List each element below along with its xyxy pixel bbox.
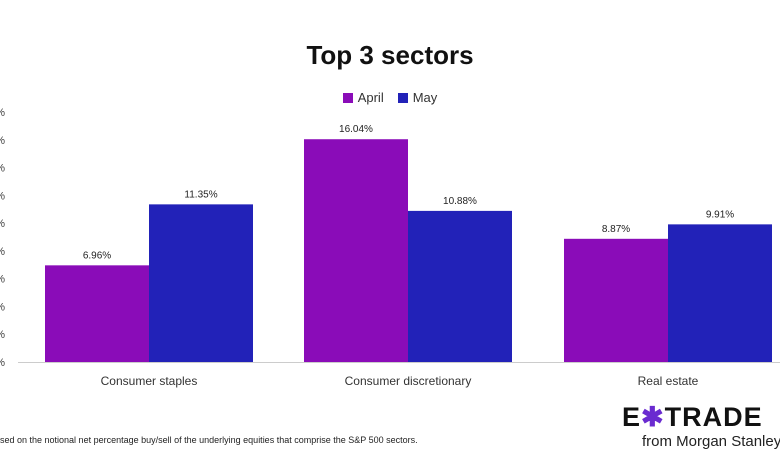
category-label: Consumer staples (101, 374, 198, 388)
y-tick-label: 0% (0, 357, 5, 369)
logo-wordmark: E✱TRADE (622, 402, 763, 432)
y-tick-label: 6% (0, 274, 5, 286)
category-label: Consumer discretionary (345, 374, 472, 388)
bar-may (149, 204, 253, 362)
legend-swatch-april (342, 92, 353, 103)
data-label: 16.04% (339, 124, 373, 135)
etrade-logo: E✱TRADE from Morgan Stanley (622, 402, 780, 450)
legend-swatch-may (397, 92, 408, 103)
chart-title: Top 3 sectors (306, 40, 474, 70)
legend-item-may: May (397, 90, 438, 105)
legend-label-may: May (412, 90, 438, 105)
y-tick-label: 14% (0, 163, 5, 175)
legend: April May (0, 90, 780, 105)
data-label: 9.91% (706, 209, 734, 220)
logo-tagline: from Morgan Stanley (642, 433, 780, 450)
legend-label-april: April (357, 90, 384, 105)
data-label: 8.87% (602, 224, 630, 235)
bar-april (564, 238, 668, 362)
bar-may (668, 224, 772, 362)
y-tick-label: 2% (0, 329, 5, 341)
y-tick-label: 4% (0, 301, 5, 313)
bar-april (304, 139, 408, 362)
footnote: sed on the notional net percentage buy/s… (0, 435, 418, 445)
data-label: 6.96% (83, 250, 111, 261)
y-tick-label: 16% (0, 135, 5, 147)
y-tick-label: 12% (0, 190, 5, 202)
legend-item-april: April (342, 90, 384, 105)
data-label: 10.88% (443, 196, 477, 207)
y-tick-label: 8% (0, 246, 5, 258)
bar-may (408, 210, 512, 362)
y-tick-label: 18% (0, 107, 5, 119)
category-label: Real estate (638, 374, 699, 388)
data-label: 11.35% (184, 189, 217, 200)
y-tick-label: 10% (0, 218, 5, 230)
bar-april (45, 265, 149, 362)
